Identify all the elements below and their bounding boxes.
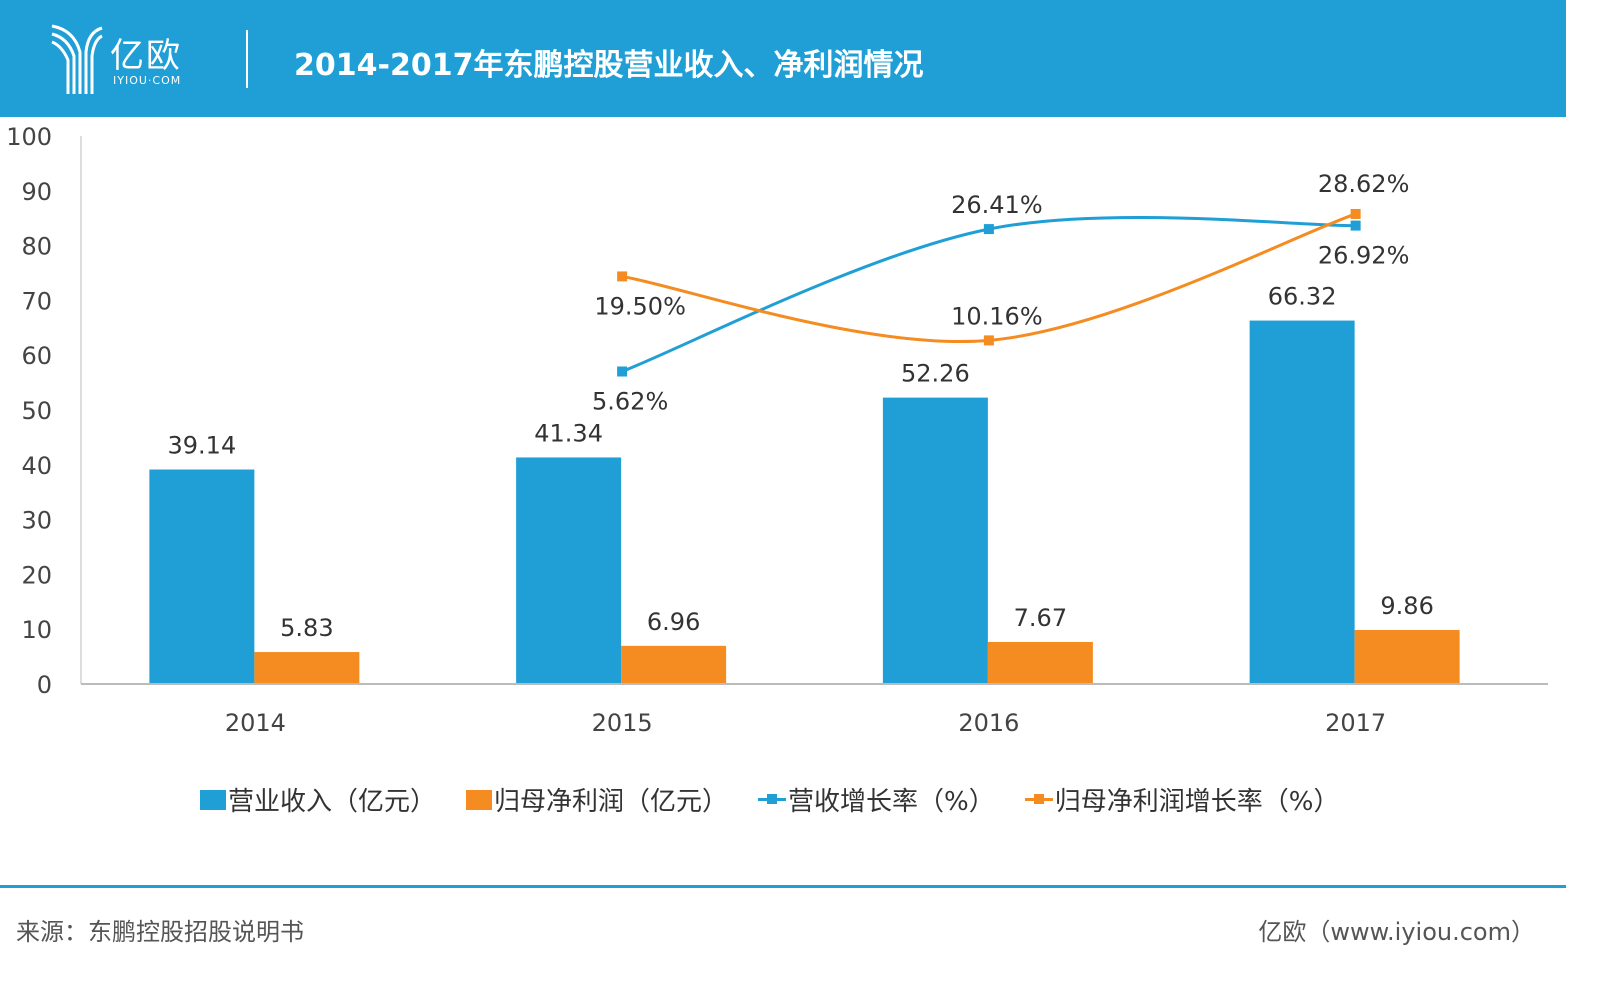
bar-data-label: 66.32 (1268, 283, 1337, 311)
y-tick-label: 50 (21, 397, 52, 425)
bar-profit (987, 641, 1093, 684)
y-tick-label: 40 (21, 452, 52, 480)
legend-label: 归母净利润（亿元） (494, 787, 729, 817)
yiou-logo-icon (51, 24, 103, 94)
y-tick-label: 90 (21, 178, 52, 206)
x-tick-label: 2016 (958, 709, 1019, 737)
legend: 营业收入（亿元） 归母净利润（亿元） 营收增长率（%） 归母净利润增长率（%） (200, 781, 1369, 818)
legend-line-profit-growth (1024, 794, 1053, 804)
y-tick-label: 60 (21, 342, 52, 370)
chart-title: 2014-2017年东鹏控股营业收入、净利润情况 (294, 48, 924, 83)
legend-line-revenue-growth (758, 794, 787, 804)
legend-item-revenue-growth: 营收增长率（%） (758, 781, 995, 818)
marker-revenue-growth (1350, 220, 1361, 231)
x-tick-label: 2017 (1325, 709, 1386, 737)
legend-swatch-profit (466, 789, 493, 810)
bar-data-label: 5.83 (280, 614, 333, 642)
legend-swatch-revenue (200, 789, 226, 810)
bar-revenue (882, 397, 988, 684)
marker-profit-growth (617, 271, 628, 282)
marker-revenue-growth (617, 366, 628, 377)
source-note: 来源：东鹏控股招股说明书 (16, 918, 304, 946)
bar-profit (621, 645, 727, 684)
y-tick-label: 30 (21, 507, 52, 535)
legend-item-profit-growth: 归母净利润增长率（%） (1024, 781, 1340, 818)
x-tick-label: 2014 (225, 709, 286, 737)
legend-label: 归母净利润增长率（%） (1054, 787, 1340, 817)
header-banner: 亿欧 IYIOU·COM 2014-2017年东鹏控股营业收入、净利润情况 (0, 0, 1566, 117)
y-tick-label: 80 (21, 233, 52, 261)
bar-data-label: 7.67 (1014, 604, 1067, 632)
legend-label: 营业收入（亿元） (228, 787, 437, 817)
bar-data-label: 9.86 (1380, 592, 1433, 620)
bar-revenue (149, 469, 255, 684)
line-data-label: 26.92% (1318, 242, 1410, 270)
bar-data-label: 6.96 (647, 608, 700, 636)
site-credit: 亿欧（www.iyiou.com） (1258, 918, 1535, 946)
marker-revenue-growth (983, 224, 994, 235)
bar-profit (254, 652, 360, 684)
marker-profit-growth (1350, 208, 1361, 219)
bar-profit (1354, 629, 1460, 684)
line-data-label: 5.62% (592, 388, 668, 416)
bar-data-label: 41.34 (534, 419, 603, 447)
bar-revenue (516, 457, 622, 684)
logo-text: 亿欧 (110, 36, 182, 76)
legend-item-revenue: 营业收入（亿元） (200, 781, 436, 818)
line-data-label: 10.16% (951, 302, 1043, 330)
y-tick-label: 10 (21, 616, 52, 644)
legend-item-profit: 归母净利润（亿元） (466, 781, 728, 818)
line-revenue-growth (621, 215, 1356, 373)
line-data-label: 28.62% (1318, 170, 1410, 198)
y-tick-label: 70 (21, 287, 52, 315)
header-divider (246, 30, 248, 88)
line-data-label: 19.50% (594, 292, 686, 320)
bar-data-label: 39.14 (168, 432, 237, 460)
marker-profit-growth (983, 335, 994, 346)
bar-revenue (1249, 320, 1355, 684)
logo-subtext: IYIOU·COM (113, 74, 182, 87)
y-tick-label: 0 (37, 671, 52, 699)
bar-data-label: 52.26 (901, 360, 970, 388)
y-tick-label: 20 (21, 561, 52, 589)
x-tick-label: 2015 (592, 709, 653, 737)
y-tick-label: 100 (6, 123, 52, 151)
line-data-label: 26.41% (951, 191, 1043, 219)
footer-rule (0, 885, 1566, 888)
legend-label: 营收增长率（%） (788, 787, 995, 817)
